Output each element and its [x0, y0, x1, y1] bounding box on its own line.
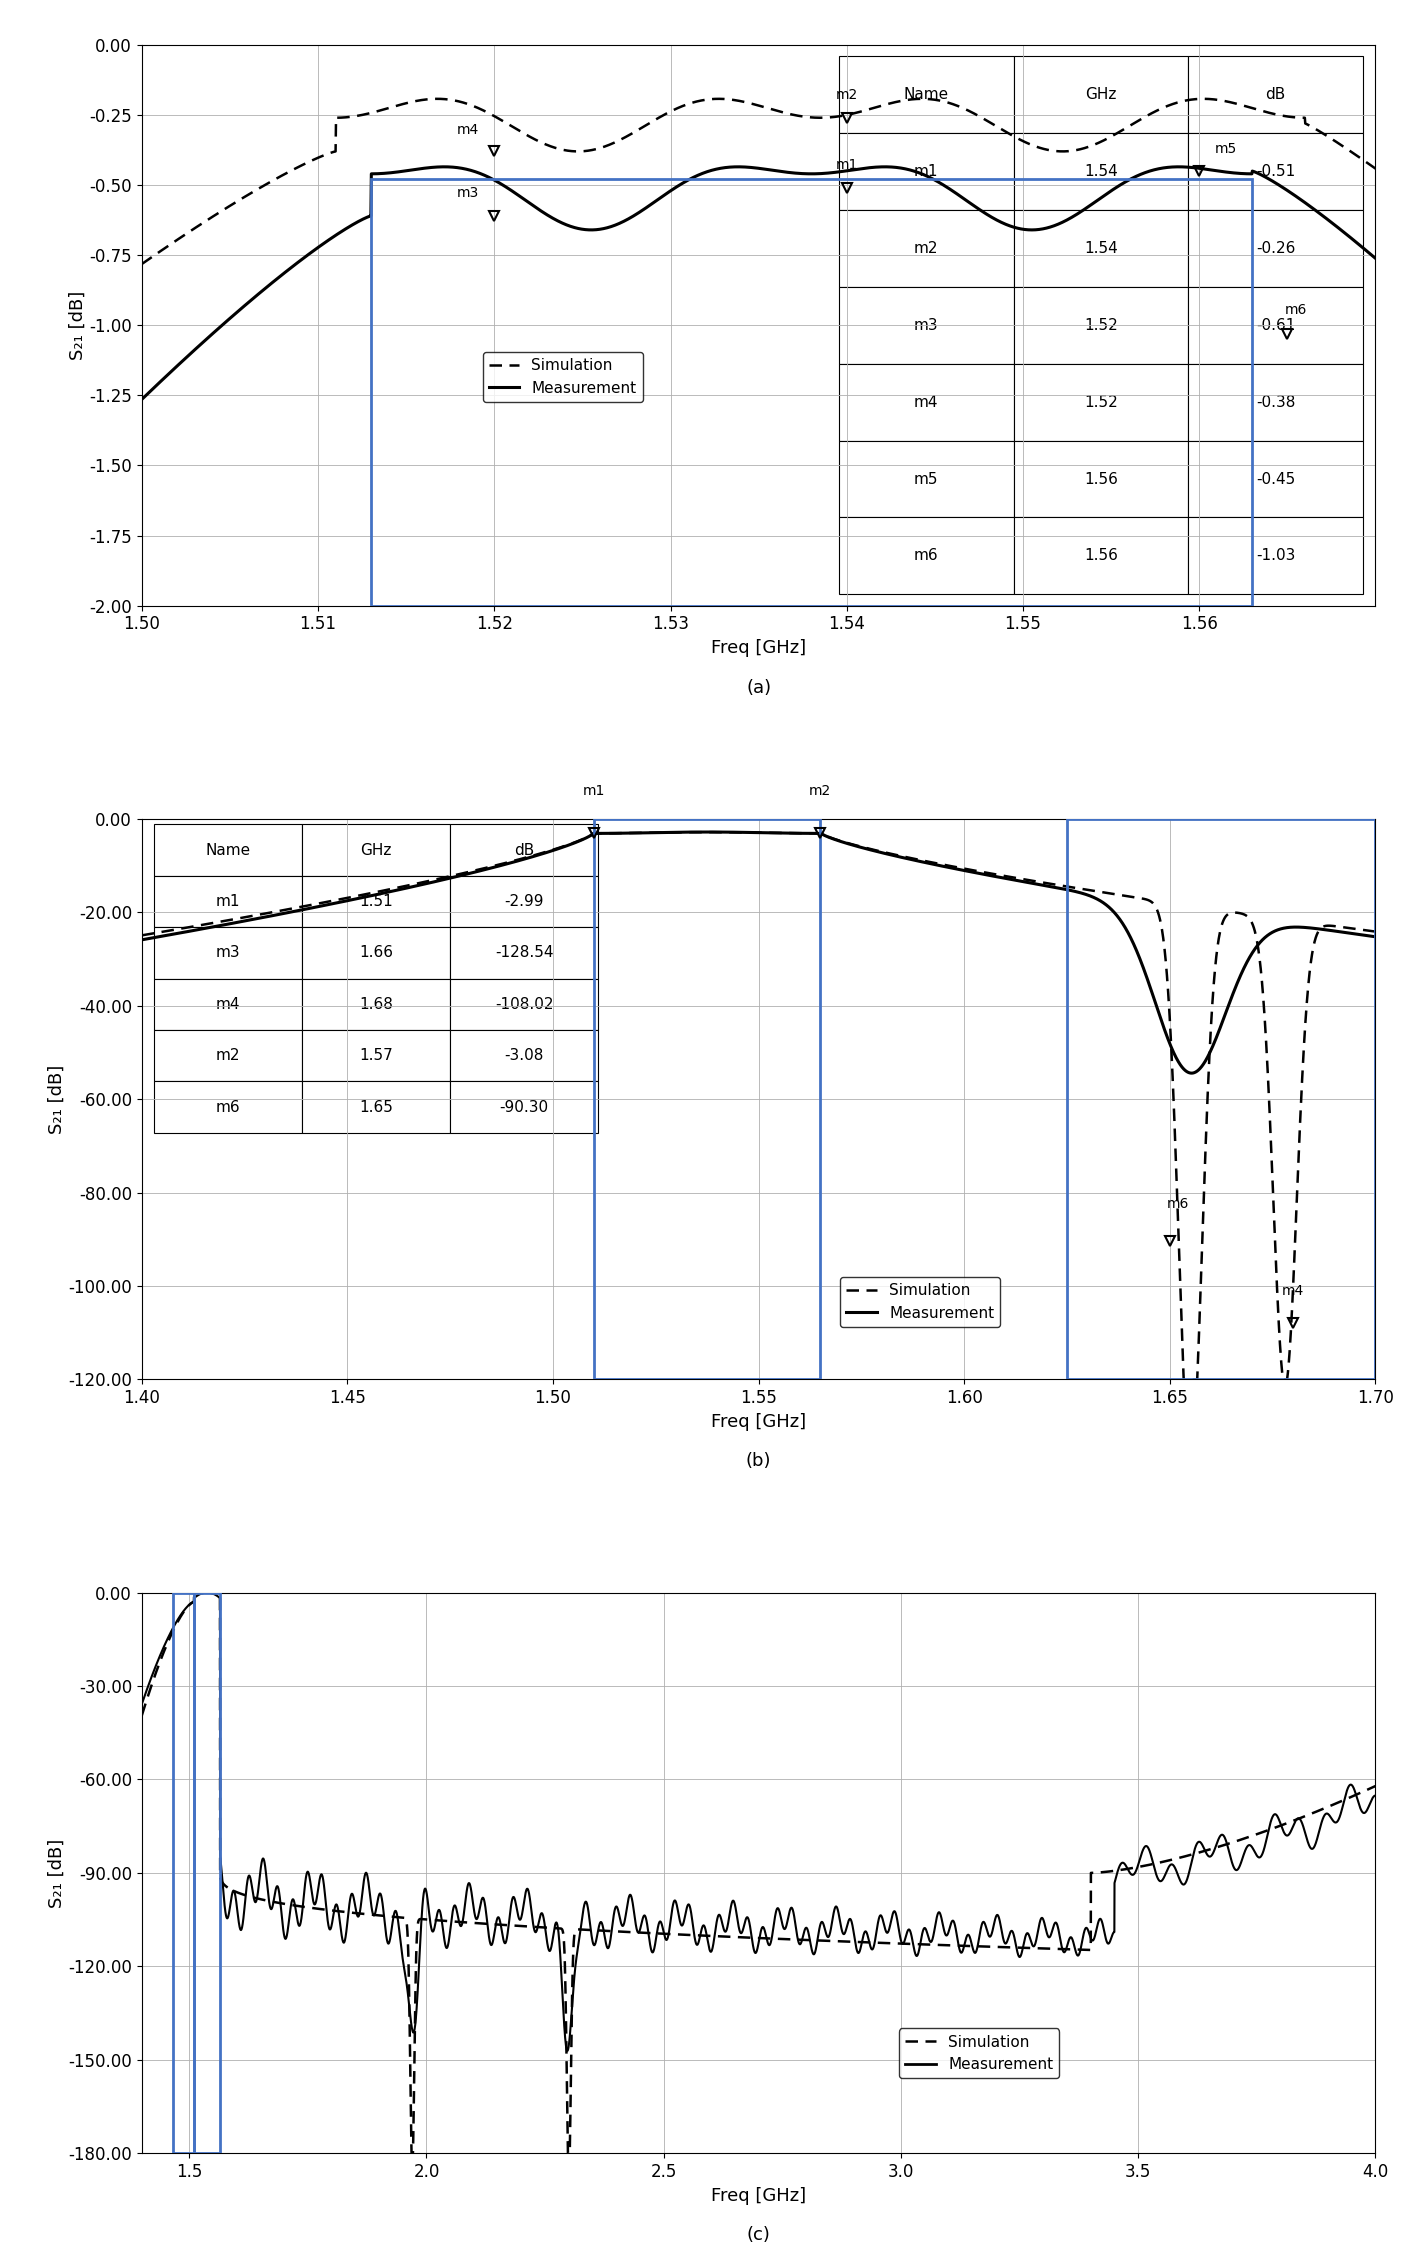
Text: m3: m3 [457, 186, 479, 200]
Bar [173, 1593, 194, 2153]
Measurement [281, 256, 298, 283]
Simulation [1048, 1936, 1065, 1963]
Measurement [876, 153, 893, 179]
Simulation [699, 819, 716, 846]
Measurement [1367, 1783, 1384, 1810]
Measurement [200, 323, 217, 350]
Simulation [1367, 917, 1384, 944]
Bar [594, 819, 820, 1379]
Line: Measurement: Measurement [142, 1593, 1375, 2050]
Simulation [357, 881, 374, 908]
Text: (a): (a) [746, 680, 771, 698]
Text: m4: m4 [1282, 1283, 1305, 1299]
Line: Simulation: Simulation [142, 1593, 1375, 2153]
Measurement [45, 473, 62, 500]
Text: m5: m5 [1215, 141, 1236, 155]
Measurement [604, 821, 621, 848]
Measurement [1054, 875, 1071, 902]
Measurement [133, 1691, 150, 1718]
Simulation [624, 119, 641, 146]
Simulation [566, 137, 583, 164]
Measurement [1229, 159, 1246, 186]
Measurement [873, 839, 891, 866]
Measurement [1402, 276, 1418, 303]
X-axis label: Freq [GHz]: Freq [GHz] [710, 1413, 807, 1431]
Simulation [133, 1702, 150, 1729]
Simulation [200, 206, 217, 233]
Measurement [196, 1579, 213, 1606]
Simulation [580, 1916, 597, 1942]
Text: m6: m6 [1285, 303, 1307, 316]
Legend: Simulation, Measurement: Simulation, Measurement [482, 352, 642, 401]
Bar [1068, 819, 1375, 1379]
Simulation [1054, 873, 1071, 899]
Line: Measurement: Measurement [142, 832, 1375, 1072]
Simulation [913, 85, 930, 112]
Simulation [1402, 179, 1418, 206]
Line: Measurement: Measurement [54, 166, 1411, 487]
Legend: Simulation, Measurement: Simulation, Measurement [899, 2028, 1059, 2079]
Text: m4: m4 [457, 123, 479, 137]
Simulation [196, 1579, 213, 1606]
Measurement [864, 1936, 881, 1963]
Line: Simulation: Simulation [142, 832, 1375, 1379]
Line: Simulation: Simulation [54, 99, 1411, 327]
Simulation [1229, 90, 1246, 117]
Measurement [1115, 1848, 1132, 1875]
Simulation [403, 2140, 420, 2167]
Bar [194, 1593, 220, 2153]
Simulation [864, 1929, 881, 1956]
X-axis label: Freq [GHz]: Freq [GHz] [710, 2187, 807, 2205]
Text: m1: m1 [835, 159, 858, 173]
Simulation [917, 1931, 934, 1958]
Simulation [1367, 1772, 1384, 1799]
Y-axis label: S₂₁ [dB]: S₂₁ [dB] [68, 292, 86, 359]
Bar [372, 179, 1252, 606]
Simulation [936, 852, 953, 879]
Simulation [45, 314, 62, 341]
Text: m6: m6 [1167, 1198, 1190, 1211]
Simulation [1375, 161, 1392, 188]
Simulation [873, 839, 891, 866]
Measurement [559, 2037, 576, 2064]
Measurement [1048, 1911, 1065, 1938]
Y-axis label: S₂₁ [dB]: S₂₁ [dB] [47, 1065, 65, 1133]
Text: (b): (b) [746, 1453, 771, 1471]
Measurement [199, 1579, 216, 1606]
Simulation [199, 1579, 216, 1606]
Simulation [1176, 1366, 1193, 1393]
Simulation [1115, 1857, 1132, 1884]
Measurement [580, 1900, 597, 1927]
Text: m1: m1 [583, 783, 605, 799]
Legend: Simulation, Measurement: Simulation, Measurement [841, 1276, 1001, 1328]
X-axis label: Freq [GHz]: Freq [GHz] [710, 639, 807, 657]
Measurement [566, 213, 583, 240]
Text: m2: m2 [835, 87, 858, 103]
Measurement [1367, 924, 1384, 951]
Measurement [357, 884, 374, 911]
Simulation [281, 159, 298, 186]
Simulation [133, 922, 150, 949]
Text: (c): (c) [747, 2225, 770, 2243]
Measurement [699, 819, 716, 846]
Measurement [624, 202, 641, 229]
Simulation [1147, 895, 1164, 922]
Measurement [936, 852, 953, 879]
Simulation [604, 819, 621, 846]
Text: m2: m2 [810, 783, 831, 799]
Measurement [917, 1916, 934, 1942]
Measurement [1147, 991, 1164, 1018]
Measurement [1375, 253, 1392, 280]
Y-axis label: S₂₁ [dB]: S₂₁ [dB] [47, 1839, 65, 1907]
Measurement [1183, 1059, 1200, 1086]
Measurement [133, 926, 150, 953]
